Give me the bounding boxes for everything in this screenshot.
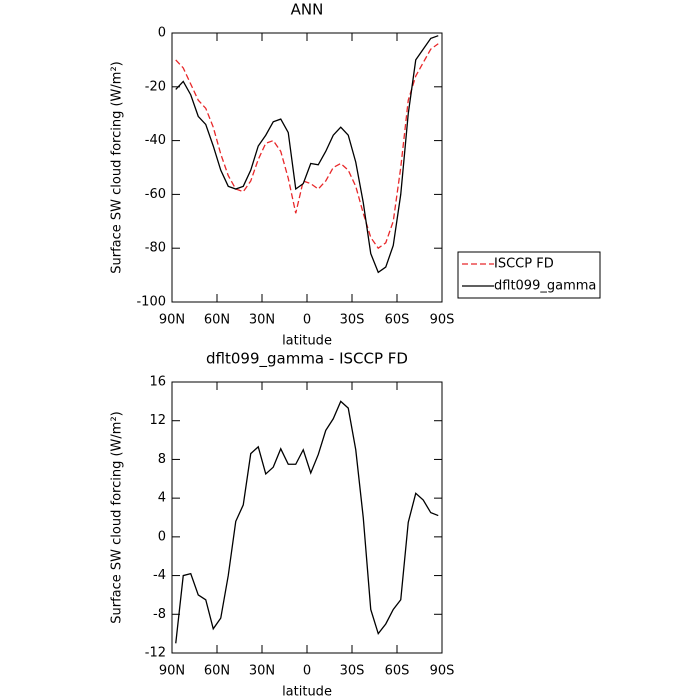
y-tick-label: 12 [149, 413, 166, 428]
legend-box [457, 251, 601, 299]
y-tick-label: -60 [145, 187, 166, 202]
x-tick-label: 90S [430, 664, 455, 679]
y-tick-label: -8 [153, 607, 166, 622]
y-tick-label: 4 [158, 491, 166, 506]
x-tick-label: 90N [159, 664, 185, 679]
x-tick-label: 60S [385, 664, 410, 679]
y-tick-label: 0 [158, 529, 166, 544]
y-axis-label: Surface SW cloud forcing (W/m²) [110, 61, 125, 273]
x-tick-label: 30N [249, 664, 275, 679]
data-line [175, 43, 439, 250]
y-tick-label: 0 [158, 26, 166, 41]
plot-frame [171, 32, 443, 303]
x-axis-label: latitude [282, 685, 332, 700]
x-tick-label: 60N [204, 664, 230, 679]
y-tick-label: -80 [145, 241, 166, 256]
y-tick-label: -100 [136, 295, 166, 310]
x-tick-label: 0 [303, 664, 311, 679]
legend-label: ISCCP FD [494, 257, 554, 272]
y-tick-label: 8 [158, 452, 166, 467]
y-tick-label: -12 [145, 646, 166, 661]
y-tick-label: -40 [145, 133, 166, 148]
legend-label: dflt099_gamma [494, 279, 596, 294]
data-line [175, 400, 439, 644]
x-axis-label: latitude [282, 334, 332, 349]
x-tick-label: 0 [303, 313, 311, 328]
x-tick-label: 60S [385, 313, 410, 328]
x-tick-label: 30S [340, 313, 365, 328]
plot-frame [171, 381, 443, 654]
y-tick-label: 16 [149, 375, 166, 390]
data-line [175, 35, 439, 274]
x-tick-label: 30N [249, 313, 275, 328]
chart-title: dflt099_gamma - ISCCP FD [206, 350, 408, 369]
chart-title: ANN [291, 1, 324, 19]
y-axis-label: Surface SW cloud forcing (W/m²) [110, 411, 125, 623]
x-tick-label: 90N [159, 313, 185, 328]
y-tick-label: -4 [153, 568, 166, 583]
x-tick-label: 60N [204, 313, 230, 328]
x-tick-label: 90S [430, 313, 455, 328]
x-tick-label: 30S [340, 664, 365, 679]
y-tick-label: -20 [145, 79, 166, 94]
